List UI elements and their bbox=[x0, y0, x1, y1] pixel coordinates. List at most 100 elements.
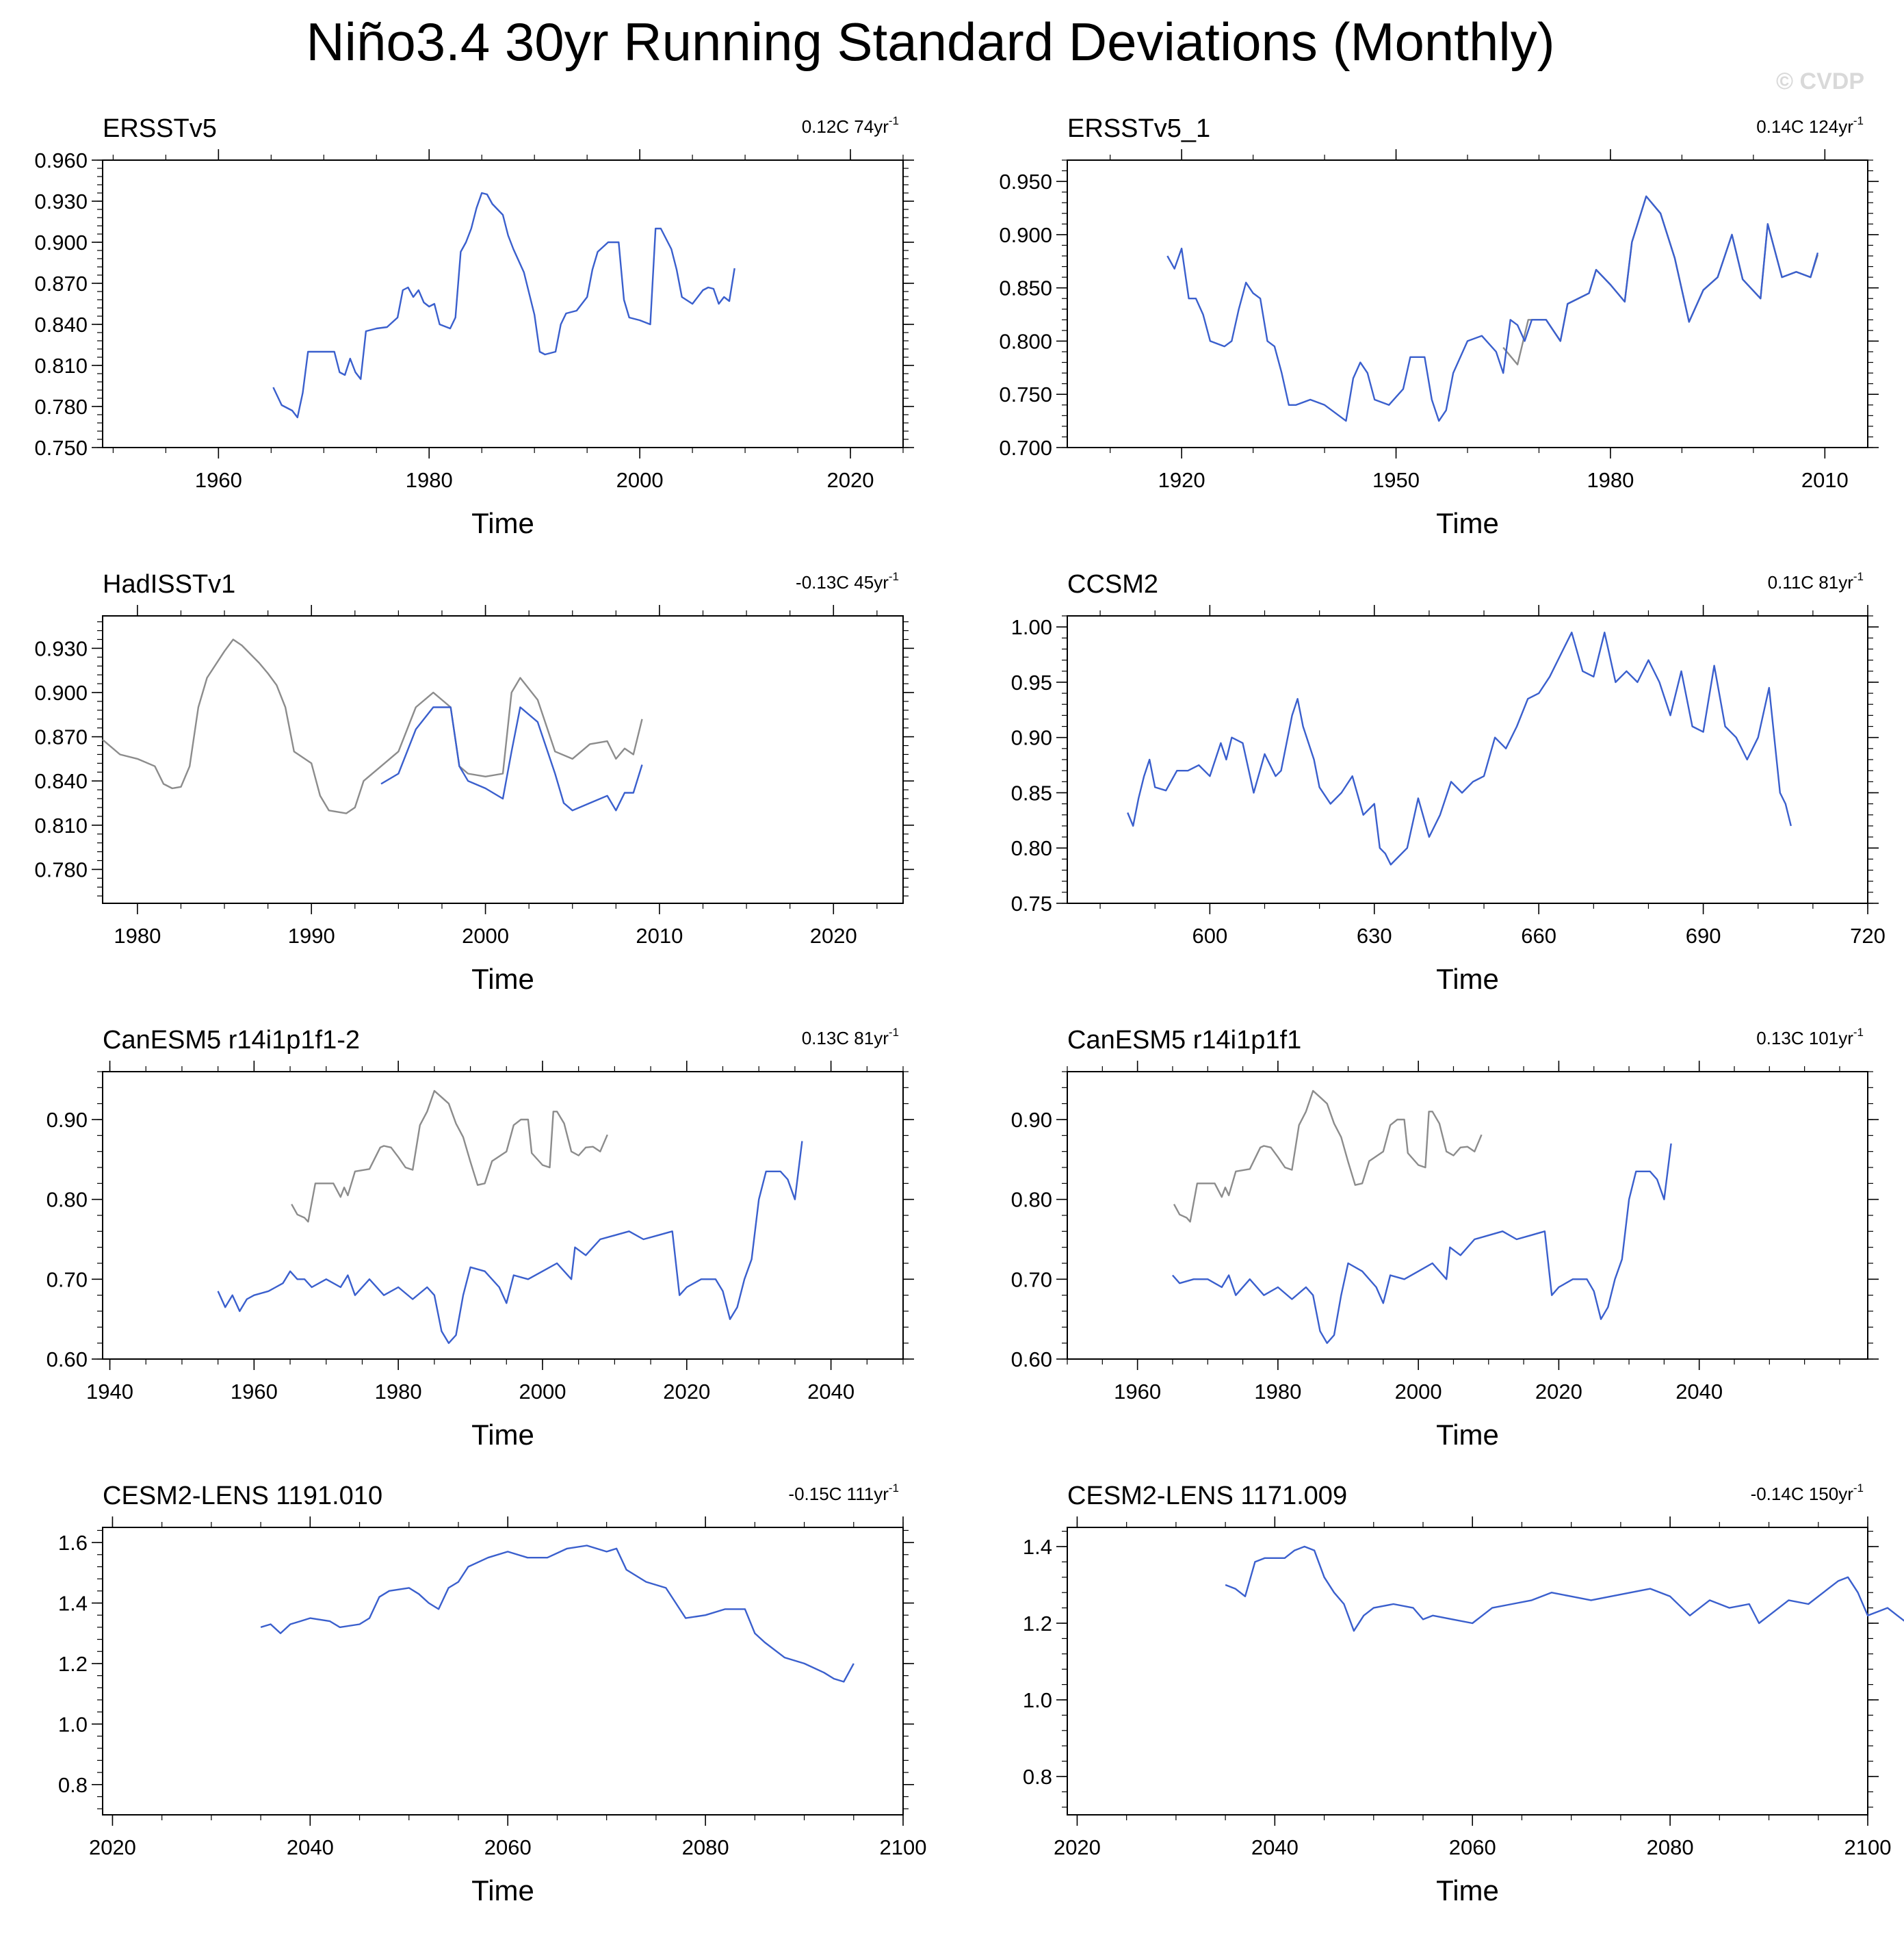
y-tick-label: 0.930 bbox=[34, 636, 88, 660]
y-tick-label: 0.60 bbox=[1011, 1347, 1052, 1371]
trend-value: 0.13C 101yr bbox=[1756, 1028, 1853, 1048]
trend-unit-superscript: -1 bbox=[889, 1482, 899, 1495]
x-tick-label: 2020 bbox=[1535, 1380, 1582, 1404]
observation-series-line bbox=[1173, 1089, 1483, 1223]
x-axis-label: Time bbox=[471, 507, 534, 539]
trend-unit-superscript: -1 bbox=[889, 570, 899, 583]
model-series-line bbox=[272, 192, 735, 419]
x-tick-label: 2020 bbox=[810, 924, 857, 948]
x-axis-label: Time bbox=[1436, 1874, 1499, 1907]
x-tick-label: 2010 bbox=[1801, 468, 1849, 492]
y-tick-label: 0.810 bbox=[34, 814, 88, 838]
y-tick-label: 0.80 bbox=[1011, 836, 1052, 860]
y-tick-label: 0.950 bbox=[999, 170, 1052, 194]
y-tick-label: 0.900 bbox=[999, 223, 1052, 247]
x-axis-label: Time bbox=[471, 1419, 534, 1451]
trend-value: 0.11C 81yr bbox=[1768, 572, 1854, 593]
y-tick-label: 1.4 bbox=[1023, 1535, 1052, 1559]
y-tick-label: 1.6 bbox=[58, 1531, 88, 1555]
x-tick-label: 2010 bbox=[636, 924, 683, 948]
y-tick-label: 0.870 bbox=[34, 725, 88, 749]
y-tick-label: 1.00 bbox=[1011, 615, 1052, 639]
x-tick-label: 2100 bbox=[1844, 1835, 1892, 1859]
trend-unit-superscript: -1 bbox=[1853, 114, 1864, 127]
x-tick-label: 630 bbox=[1357, 924, 1392, 948]
trend-unit-superscript: -1 bbox=[889, 114, 899, 127]
panel-title: CanESM5 r14i1p1f1-2 bbox=[103, 1026, 360, 1055]
y-tick-label: 0.870 bbox=[34, 272, 88, 296]
observation-series-line bbox=[102, 638, 643, 814]
observation-series-line bbox=[291, 1089, 608, 1223]
model-series-line bbox=[217, 1141, 803, 1344]
y-tick-label: 0.750 bbox=[34, 436, 88, 460]
panel-title: CCSM2 bbox=[1067, 570, 1158, 599]
y-tick-label: 0.960 bbox=[34, 148, 88, 172]
y-tick-label: 0.8 bbox=[58, 1773, 88, 1797]
trend-value: 0.14C 124yr bbox=[1756, 116, 1853, 137]
x-tick-label: 2040 bbox=[287, 1835, 334, 1859]
x-tick-label: 2000 bbox=[1395, 1380, 1442, 1404]
y-tick-label: 0.810 bbox=[34, 354, 88, 378]
y-tick-label: 0.750 bbox=[999, 383, 1052, 406]
y-tick-label: 0.85 bbox=[1011, 781, 1052, 805]
model-series-line bbox=[380, 706, 643, 812]
x-tick-label: 2060 bbox=[1449, 1835, 1496, 1859]
model-series-line bbox=[1127, 632, 1792, 866]
x-tick-label: 1980 bbox=[1254, 1380, 1301, 1404]
panel-title: CESM2-LENS 1171.009 bbox=[1067, 1482, 1347, 1510]
x-tick-label: 1950 bbox=[1372, 468, 1420, 492]
x-tick-label: 600 bbox=[1192, 924, 1227, 948]
x-tick-label: 1980 bbox=[375, 1380, 422, 1404]
model-series-line bbox=[1171, 1143, 1672, 1344]
chart-panel: CanESM5 r14i1p1f1 0.13C 101yr-1 0.60 0.70 0.… bbox=[1011, 1026, 1879, 1451]
y-tick-label: 0.900 bbox=[34, 681, 88, 705]
trend-annotation: 0.14C 124yr-1 bbox=[1756, 114, 1864, 137]
trend-annotation: 0.12C 74yr-1 bbox=[802, 114, 899, 137]
figure-title: Niño3.4 30yr Running Standard Deviations… bbox=[306, 12, 1554, 72]
chart-panel: HadISSTv1 -0.13C 45yr-1 0.780 0.810 0.840 0.8… bbox=[34, 570, 914, 995]
trend-unit-superscript: -1 bbox=[1853, 1482, 1864, 1495]
y-tick-label: 0.8 bbox=[1023, 1765, 1052, 1789]
panel-title: CESM2-LENS 1191.010 bbox=[103, 1482, 382, 1510]
panel-title: ERSSTv5_1 bbox=[1067, 114, 1210, 143]
x-tick-label: 2080 bbox=[1647, 1835, 1694, 1859]
x-tick-label: 1920 bbox=[1158, 468, 1205, 492]
x-tick-label: 1940 bbox=[86, 1380, 133, 1404]
y-tick-label: 0.930 bbox=[34, 190, 88, 214]
x-tick-label: 2100 bbox=[880, 1835, 927, 1859]
y-tick-label: 1.0 bbox=[1023, 1688, 1052, 1712]
x-tick-label: 1960 bbox=[1114, 1380, 1161, 1404]
x-axis-label: Time bbox=[1436, 963, 1499, 995]
x-tick-label: 2060 bbox=[484, 1835, 532, 1859]
model-series-line bbox=[1225, 1545, 1904, 1632]
x-tick-label: 2020 bbox=[89, 1835, 136, 1859]
y-tick-label: 0.75 bbox=[1011, 892, 1052, 916]
y-tick-label: 1.4 bbox=[58, 1592, 88, 1616]
x-tick-label: 2040 bbox=[1675, 1380, 1723, 1404]
y-tick-label: 0.70 bbox=[1011, 1267, 1052, 1291]
trend-annotation: -0.13C 45yr-1 bbox=[796, 570, 899, 593]
plot-frame bbox=[1067, 1527, 1868, 1816]
y-tick-label: 0.900 bbox=[34, 231, 88, 255]
plot-frame bbox=[102, 1527, 904, 1816]
x-axis-label: Time bbox=[471, 963, 534, 995]
chart-panel: ERSSTv5_1 0.14C 124yr-1 0.700 0.750 0.800 0.8… bbox=[999, 114, 1879, 539]
y-tick-label: 0.95 bbox=[1011, 671, 1052, 695]
trend-value: 0.13C 81yr bbox=[802, 1028, 889, 1048]
chart-panel: ERSSTv5 0.12C 74yr-1 0.750 0.780 0.810 0.840 0… bbox=[34, 114, 914, 539]
trend-annotation: 0.13C 81yr-1 bbox=[802, 1026, 899, 1048]
x-tick-label: 2080 bbox=[682, 1835, 729, 1859]
y-tick-label: 0.840 bbox=[34, 313, 88, 337]
trend-unit-superscript: -1 bbox=[889, 1026, 899, 1039]
y-tick-label: 1.2 bbox=[58, 1652, 88, 1676]
x-tick-label: 690 bbox=[1686, 924, 1721, 948]
y-tick-label: 0.80 bbox=[1011, 1188, 1052, 1212]
plot-frame bbox=[102, 615, 904, 904]
plot-frame bbox=[102, 159, 904, 448]
panel-grid: ERSSTv5 0.12C 74yr-10.7500.7800.8100.8400… bbox=[34, 114, 1904, 1907]
x-axis-label: Time bbox=[471, 1874, 534, 1907]
y-tick-label: 0.700 bbox=[999, 436, 1052, 460]
trend-annotation: -0.14C 150yr-1 bbox=[1751, 1482, 1864, 1504]
panel-title: CanESM5 r14i1p1f1 bbox=[1067, 1026, 1301, 1055]
trend-annotation: 0.13C 101yr-1 bbox=[1756, 1026, 1864, 1048]
